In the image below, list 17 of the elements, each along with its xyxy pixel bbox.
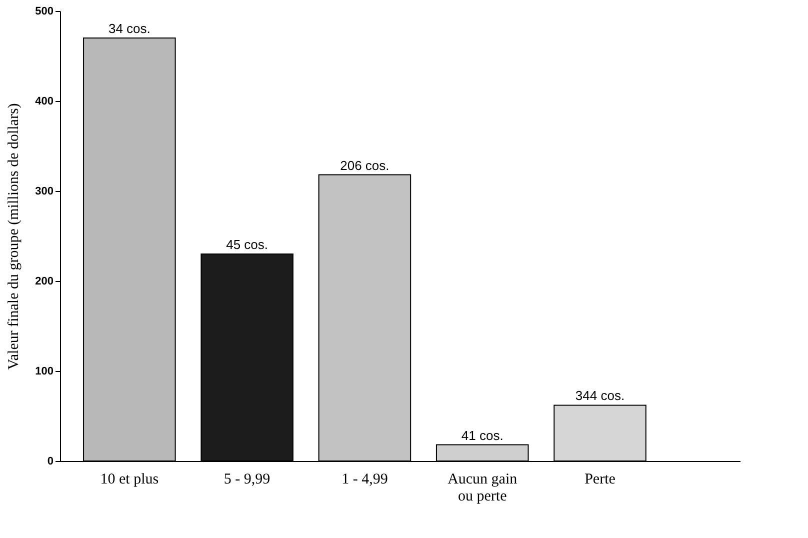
annotation: 41 cos. (461, 428, 504, 443)
y-tick-label: 500 (35, 6, 54, 18)
y-tick-label: 200 (35, 276, 54, 288)
y-tick-label: 100 (35, 366, 54, 378)
x-tick-label: Perte (584, 472, 616, 488)
y-tick-label: 0 (47, 456, 54, 468)
x-tick-label: 5 - 9,99 (224, 472, 270, 488)
y-tick-label: 300 (35, 186, 54, 198)
x-tick-label: 10 et plus (100, 472, 159, 488)
y-tick-label: 400 (35, 96, 54, 108)
x-tick-label: 1 - 4,99 (342, 472, 388, 488)
y-axis-title: Valeur finale du groupe (millions de dollars) (6, 103, 22, 370)
x-tick-label: Aucun gain ou perte (448, 472, 518, 504)
annotation: 45 cos. (226, 237, 268, 252)
annotation: 344 cos. (575, 388, 625, 404)
annotation: 34 cos. (108, 21, 150, 36)
annotation: 206 cos. (340, 158, 390, 173)
